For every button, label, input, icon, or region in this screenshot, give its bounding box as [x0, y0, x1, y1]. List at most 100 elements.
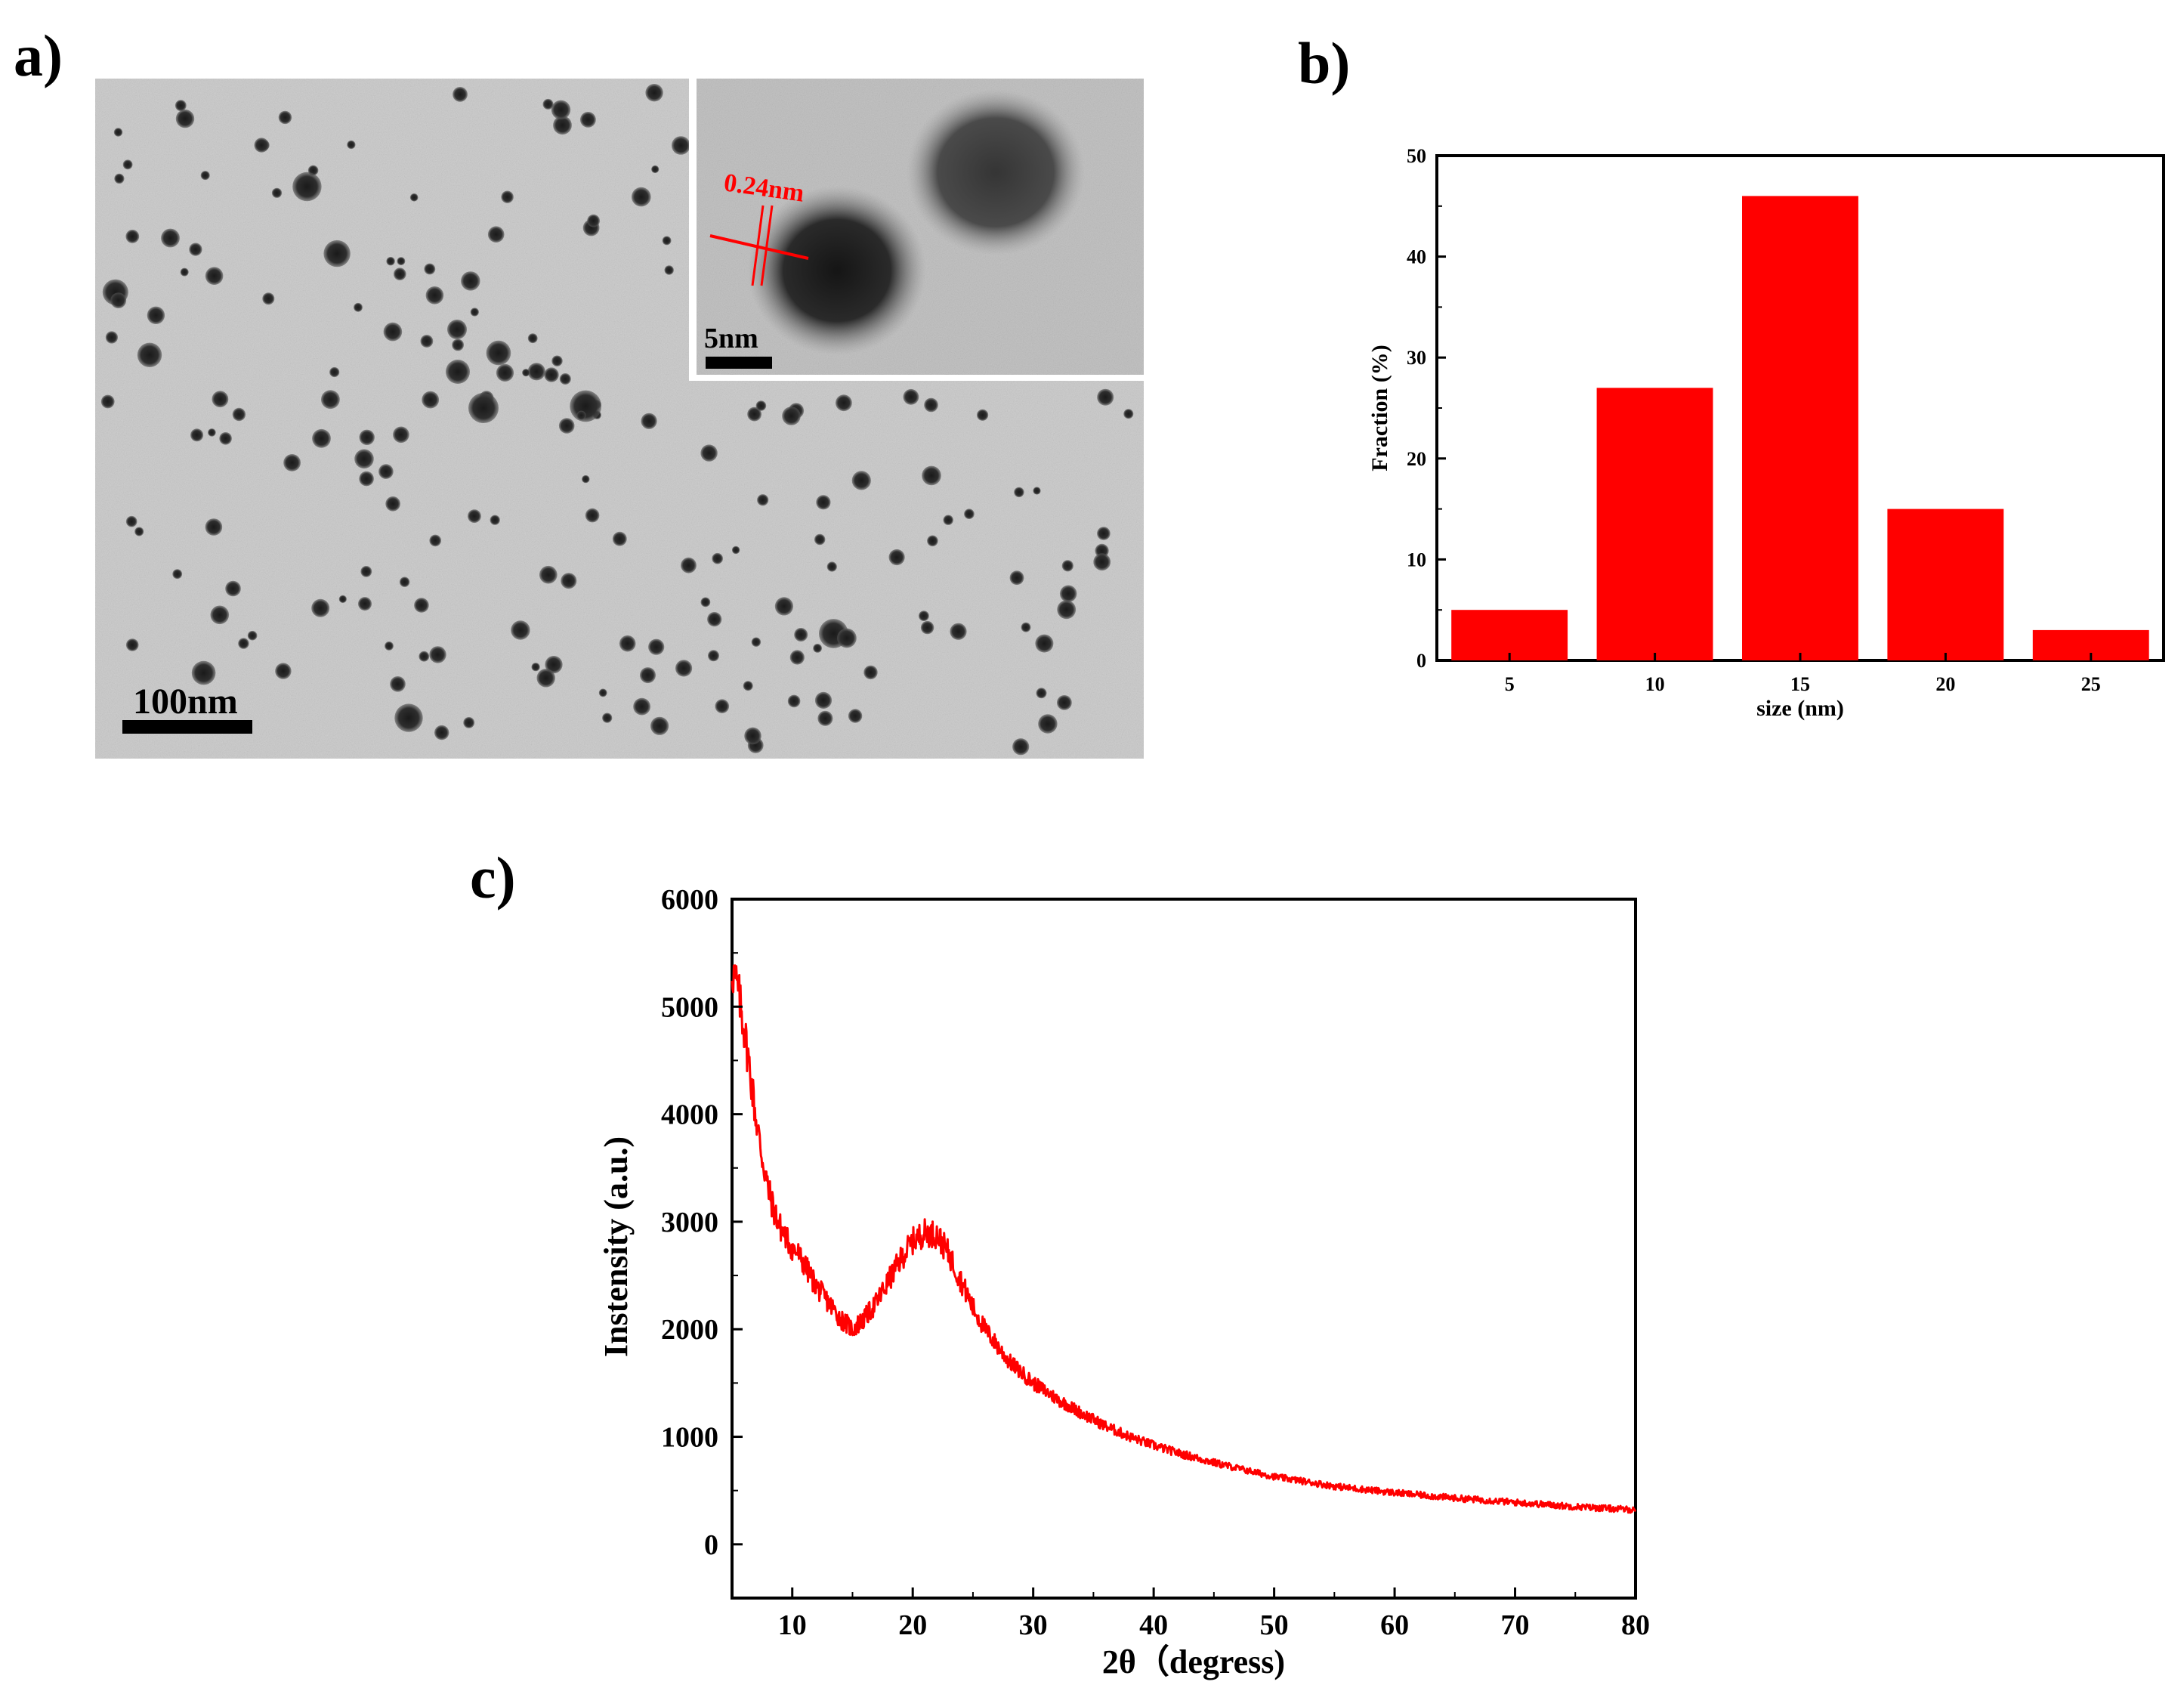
nanoparticle	[434, 725, 449, 740]
nanoparticle	[147, 306, 165, 324]
bar-y-tick-label: 50	[1407, 145, 1426, 167]
line-x-tick-label: 80	[1621, 1609, 1650, 1641]
line-y-tick-label: 5000	[661, 991, 718, 1023]
panel-a-label: a)	[14, 23, 63, 88]
bar-y-tick-label: 0	[1416, 650, 1426, 672]
nanoparticle	[262, 292, 275, 305]
nanoparticle	[394, 703, 423, 732]
nanoparticle	[511, 620, 530, 640]
nanoparticle	[744, 727, 761, 745]
nanoparticle	[312, 428, 331, 448]
nanoparticle	[757, 494, 769, 506]
nanoparticle	[708, 650, 719, 662]
nanoparticle	[612, 531, 627, 546]
nanoparticle	[1014, 487, 1024, 498]
nanoparticle	[105, 331, 118, 344]
nanoparticle	[747, 407, 761, 422]
nanoparticle	[645, 84, 663, 102]
lattice-measure-line	[709, 234, 809, 260]
nanoparticle	[582, 475, 590, 484]
nanoparticle	[531, 663, 540, 672]
nanoparticle	[424, 263, 436, 275]
line-x-tick-label: 50	[1260, 1609, 1289, 1641]
nanoparticle	[453, 87, 468, 102]
nanoparticle	[903, 388, 919, 405]
inset-scale-label: 5nm	[704, 323, 758, 354]
nanoparticle	[536, 669, 555, 688]
nanoparticle	[977, 409, 989, 421]
nanoparticle	[545, 656, 563, 674]
nanoparticle	[191, 660, 216, 685]
nanoparticle	[278, 110, 292, 125]
tem-micrograph: 100nm 0.24nm 5nm	[95, 79, 1144, 759]
nanoparticle	[175, 109, 195, 128]
bar-y-axis-title: Fraction (%)	[1367, 345, 1392, 471]
nanoparticle	[641, 413, 657, 429]
nanoparticle	[393, 426, 409, 444]
nanoparticle	[329, 366, 340, 378]
nanoparticle	[190, 428, 204, 442]
lattice-fringe-1	[751, 205, 765, 286]
line-y-tick-label: 2000	[661, 1314, 718, 1346]
nanoparticle	[429, 534, 441, 547]
line-x-tick-label: 40	[1139, 1609, 1168, 1641]
nanoparticle	[1009, 570, 1024, 586]
bar-5	[1451, 610, 1568, 660]
nanoparticle	[794, 628, 808, 641]
nanoparticle	[490, 515, 500, 525]
nanoparticle	[1061, 560, 1073, 572]
nanoparticle	[648, 638, 665, 655]
nanoparticle	[134, 527, 144, 536]
nanoparticle-field	[100, 84, 1134, 756]
nanoparticle	[743, 681, 753, 691]
nanoparticle	[161, 228, 180, 248]
nanoparticle	[542, 98, 554, 110]
nanoparticle	[496, 363, 514, 382]
nanoparticle	[452, 339, 464, 351]
nanoparticle	[1060, 585, 1077, 602]
nanoparticle	[238, 638, 249, 649]
nanoparticle	[551, 100, 571, 119]
nanoparticle	[446, 360, 470, 384]
line-x-tick-label: 30	[1019, 1609, 1048, 1641]
nanoparticle	[585, 508, 600, 523]
nanoparticle	[275, 663, 292, 679]
nanoparticle	[633, 697, 650, 716]
inset-scale-bar	[706, 357, 772, 369]
nanoparticle	[114, 173, 125, 184]
hrtem-inset: 0.24nm 5nm	[689, 79, 1144, 381]
nanoparticle	[558, 418, 575, 434]
nanoparticle	[409, 193, 419, 202]
nanoparticle	[700, 444, 718, 462]
nanoparticle	[425, 286, 444, 305]
bar-x-tick-label: 15	[1790, 673, 1810, 695]
nanoparticle	[943, 515, 953, 525]
nanoparticle	[826, 561, 837, 572]
nanoparticle	[527, 363, 545, 381]
nanoparticle	[463, 717, 475, 728]
line-y-tick-label: 6000	[661, 884, 718, 916]
nanoparticle	[527, 333, 538, 344]
nanoparticle	[731, 546, 740, 555]
nanoparticle	[125, 515, 137, 527]
xrd-chart: 2θ（degress) Instensity (a.u.) 10 20 30 40 50…	[598, 884, 1650, 1680]
line-y-tick-label: 0	[704, 1529, 718, 1561]
nanoparticle	[576, 410, 586, 420]
nanoparticle	[461, 271, 480, 291]
nanoparticle	[814, 533, 826, 546]
nanoparticle	[358, 597, 372, 611]
nanoparticle	[851, 471, 871, 490]
nanoparticle	[1038, 714, 1058, 734]
line-x-tick-label: 60	[1380, 1609, 1409, 1641]
bar-15	[1742, 196, 1858, 660]
nanoparticle	[814, 691, 833, 709]
line-x-tick-label: 20	[898, 1609, 927, 1641]
nanoparticle	[1057, 600, 1077, 620]
bar-20	[1887, 509, 2004, 660]
nanoparticle	[205, 518, 223, 536]
line-x-tick-label: 70	[1501, 1609, 1530, 1641]
nanoparticle	[1057, 695, 1072, 710]
main-scale-label: 100nm	[133, 682, 238, 722]
nanoparticle	[323, 240, 351, 267]
